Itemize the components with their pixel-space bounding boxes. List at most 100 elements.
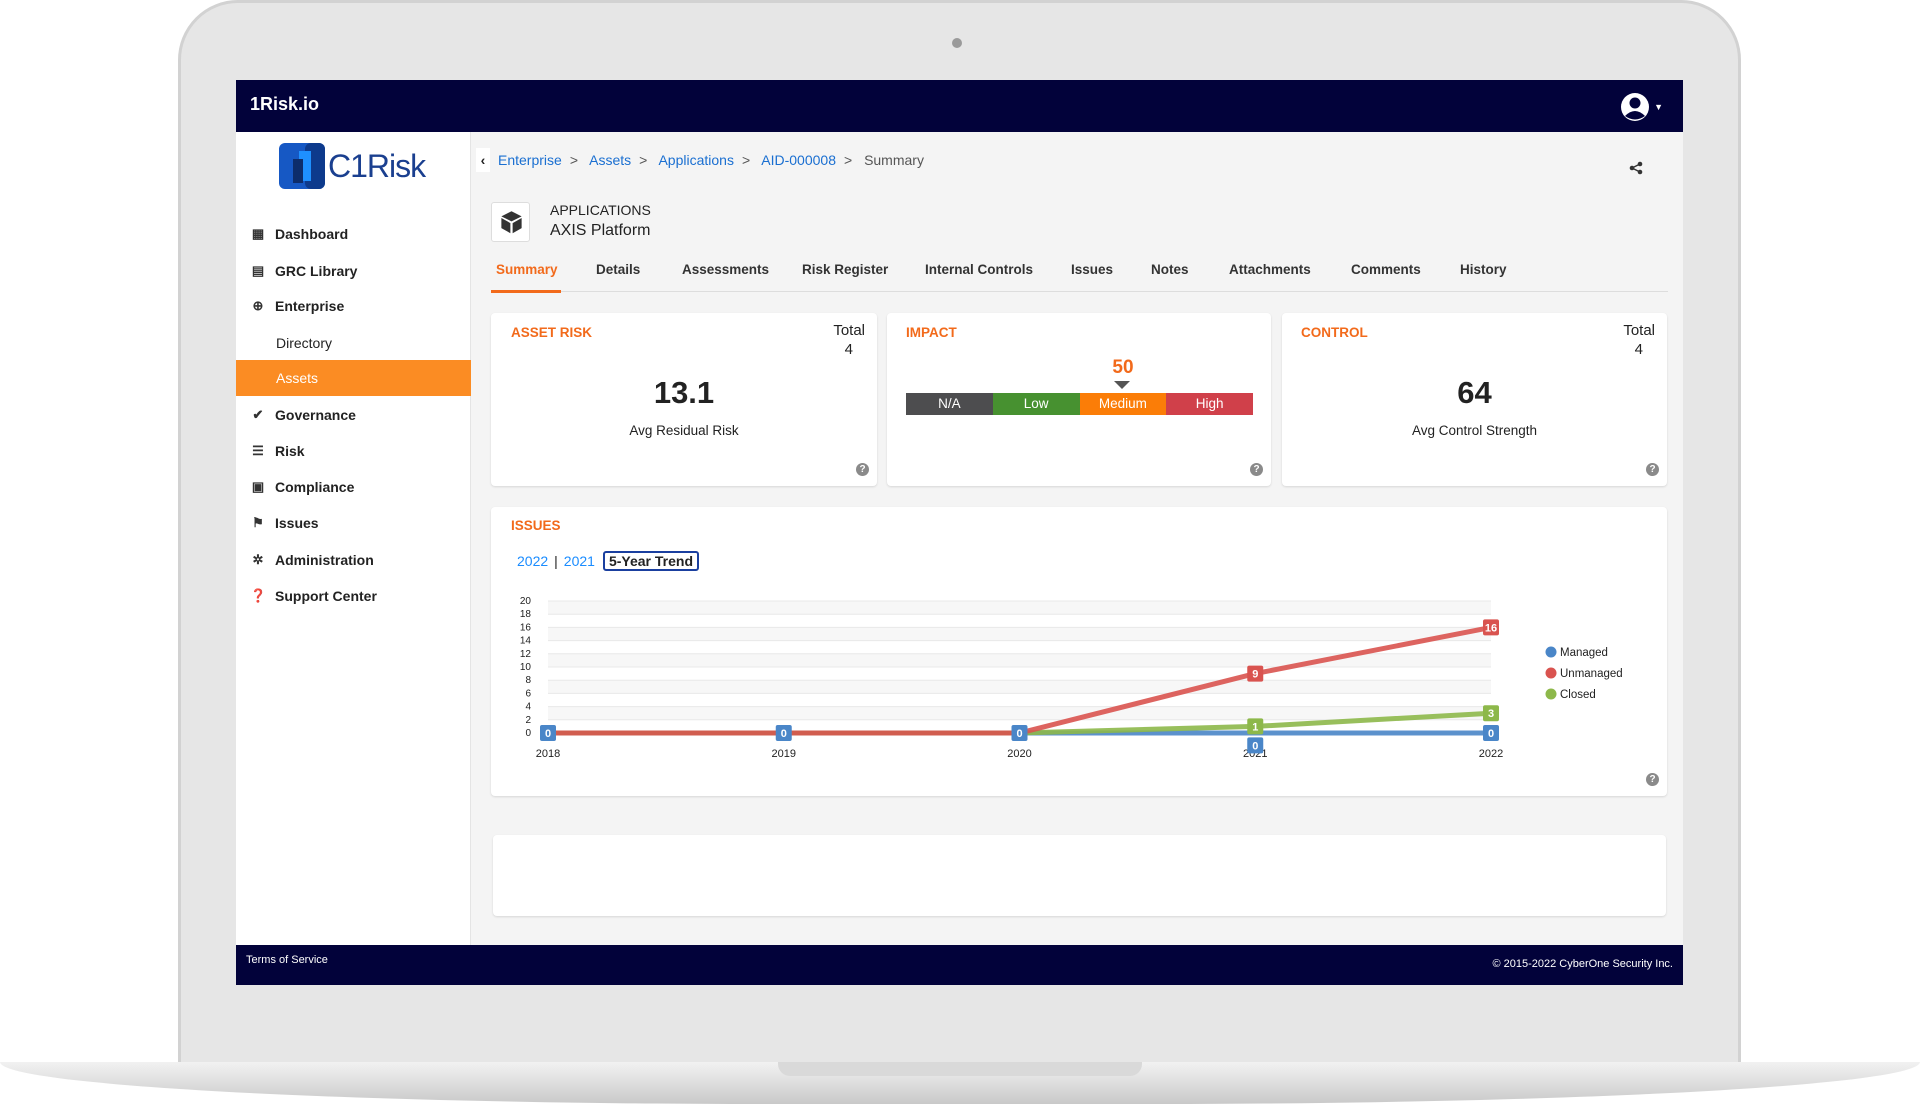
separator: | [554, 553, 558, 569]
legend-marker-managed [1545, 646, 1557, 658]
user-menu[interactable]: ▼ [1620, 92, 1663, 122]
control-total-label: Total [1623, 322, 1655, 339]
tab-attachments[interactable]: Attachments [1229, 262, 1311, 277]
y-tick-label: 8 [525, 675, 531, 686]
y-tick-label: 20 [520, 596, 532, 607]
data-label-bg [1483, 705, 1499, 722]
y-tick-label: 16 [520, 622, 532, 633]
y-tick-label: 2 [525, 715, 531, 726]
app-screen: 1Risk.io ▼ C1Risk ▦ Dashboard ▤ GRC Library… [236, 80, 1683, 985]
sidebar-item-issues[interactable]: ⚑ Issues [236, 505, 471, 541]
top-bar: 1Risk.io ▼ [236, 80, 1683, 132]
x-tick-label: 2022 [1479, 748, 1503, 760]
y-tick-label: 10 [520, 662, 532, 673]
tab-comments[interactable]: Comments [1351, 262, 1421, 277]
impact-level-na: N/A [906, 393, 993, 415]
sidebar-item-enterprise[interactable]: ⊕ Enterprise [236, 288, 471, 324]
year-link-2022[interactable]: 2022 [517, 553, 549, 569]
logo-text: C1Risk [328, 147, 426, 184]
tab-history[interactable]: History [1460, 262, 1507, 277]
sidebar-item-support-center[interactable]: ❓ Support Center [236, 578, 471, 614]
grid-icon: ▦ [251, 226, 265, 241]
control-value: 64 [1457, 375, 1492, 410]
sidebar-item-label: Administration [275, 552, 374, 568]
asset-risk-value: 13.1 [653, 375, 715, 410]
sidebar-item-grc-library[interactable]: ▤ GRC Library [236, 253, 471, 289]
help-icon[interactable]: ? [1646, 463, 1659, 476]
issues-title: ISSUES [511, 518, 561, 533]
legend-label: Closed [1560, 689, 1596, 701]
sidebar-item-governance[interactable]: ✔ Governance [236, 397, 471, 433]
tabs-divider [491, 291, 1668, 292]
y-tick-label: 0 [525, 728, 531, 739]
x-tick-label: 2019 [772, 748, 796, 760]
grid-band [548, 627, 1491, 641]
tab-summary[interactable]: Summary [496, 262, 558, 277]
year-link-2021[interactable]: 2021 [563, 553, 595, 569]
logo-icon [279, 143, 325, 189]
data-label-bg [1483, 619, 1499, 636]
help-icon[interactable]: ? [856, 463, 869, 476]
data-label-bg [1247, 665, 1264, 682]
sidebar-item-administration[interactable]: ✲ Administration [236, 542, 471, 578]
asset-risk-caption: Avg Residual Risk [629, 423, 739, 438]
impact-marker-icon [1114, 381, 1130, 389]
y-tick-label: 4 [525, 702, 531, 713]
data-label-bg [1483, 725, 1499, 741]
sidebar-item-dashboard[interactable]: ▦ Dashboard [236, 216, 471, 252]
grid-band [548, 706, 1491, 720]
tab-internal-controls[interactable]: Internal Controls [925, 262, 1034, 277]
x-tick-label: 2020 [1007, 748, 1031, 760]
data-label: 0 [781, 728, 787, 740]
breadcrumb: Enterprise > Assets > Applications > AID-00… [498, 152, 924, 168]
back-button[interactable]: ‹ [476, 148, 490, 172]
clipboard-icon: ▣ [251, 479, 265, 494]
sidebar-item-label: Support Center [275, 588, 377, 604]
share-icon[interactable] [1629, 161, 1643, 175]
tab-issues[interactable]: Issues [1071, 262, 1114, 277]
active-tab-indicator [491, 290, 561, 293]
book-icon: ▤ [251, 263, 265, 278]
impact-title: IMPACT [906, 325, 957, 340]
control-caption: Avg Control Strength [1411, 423, 1538, 438]
five-year-trend-button[interactable]: 5-Year Trend [602, 551, 699, 571]
sidebar-item-label: Directory [276, 335, 333, 351]
legend-label: Unmanaged [1560, 668, 1623, 680]
breadcrumb-assets[interactable]: Assets [589, 152, 632, 168]
tab-risk-register[interactable]: Risk Register [802, 262, 889, 277]
tab-details[interactable]: Details [596, 262, 641, 277]
sidebar-item-label: Compliance [275, 479, 355, 495]
data-label-bg [1247, 737, 1264, 754]
sidebar-item-label: Dashboard [275, 226, 349, 242]
tab-assessments[interactable]: Assessments [682, 262, 770, 277]
sidebar-item-directory[interactable]: Directory [236, 325, 471, 361]
footer: Terms of Service © 2015-2022 CyberOne Se… [236, 945, 1683, 985]
terms-link[interactable]: Terms of Service [246, 954, 328, 966]
sidebar: C1Risk ▦ Dashboard ▤ GRC Library ⊕ Enterprise… [236, 132, 471, 945]
globe-icon: ⊕ [252, 298, 264, 313]
asset-name: AXIS Platform [550, 222, 651, 239]
breadcrumb-applications[interactable]: Applications [658, 152, 734, 168]
sidebar-item-compliance[interactable]: ▣ Compliance [236, 469, 471, 505]
sidebar-item-risk[interactable]: ☰ Risk [236, 433, 471, 469]
year-filter: 2022 | 2021 5-Year Trend [517, 551, 699, 571]
breadcrumb-asset-id[interactable]: AID-000008 [761, 152, 836, 168]
help-icon[interactable]: ? [1250, 463, 1263, 476]
help-icon[interactable]: ? [1646, 773, 1659, 786]
tab-notes[interactable]: Notes [1151, 262, 1189, 277]
x-tick-label: 2018 [536, 748, 560, 760]
list-icon: ☰ [252, 443, 264, 458]
asset-risk-title: ASSET RISK [511, 325, 593, 340]
impact-scale: N/A Low Medium High [906, 393, 1253, 415]
grid-band [548, 601, 1491, 615]
data-label: 0 [1016, 728, 1022, 740]
data-label: 1 [1252, 721, 1258, 733]
data-label: 3 [1488, 708, 1494, 720]
breadcrumb-enterprise[interactable]: Enterprise [498, 152, 562, 168]
gear-icon: ✲ [252, 552, 264, 567]
sidebar-item-assets[interactable]: Assets [236, 360, 471, 396]
data-label-bg [775, 725, 792, 741]
data-label-bg [1011, 725, 1028, 741]
flag-icon: ⚑ [252, 515, 264, 530]
